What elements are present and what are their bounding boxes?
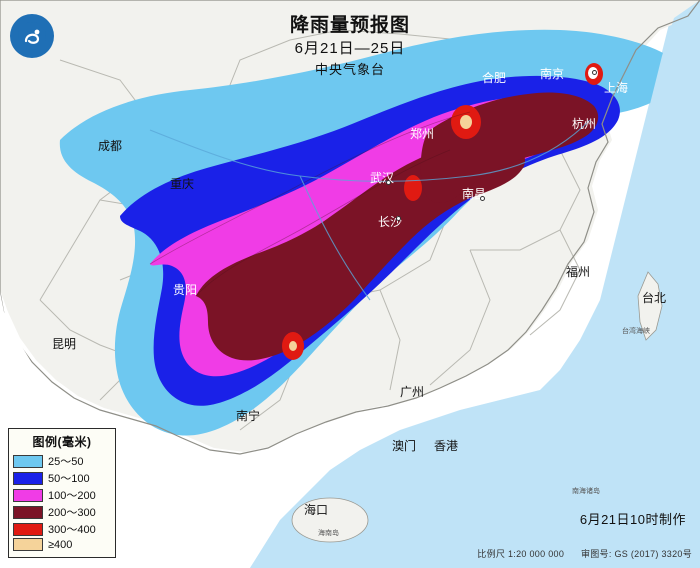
legend-swatch-25-50	[13, 454, 43, 468]
place-label-south-china-sea-islands: 南海诸岛	[572, 488, 600, 495]
legend-item-50-100: 50～100	[13, 470, 111, 486]
production-time: 6月21日10时制作	[579, 512, 686, 527]
city-dot-changsha	[396, 216, 401, 221]
city-label-nanning: 南宁	[236, 409, 261, 423]
city-label-kunming: 昆明	[52, 337, 77, 351]
city-label-macau: 澳门	[392, 439, 417, 453]
legend-item-ge-400: ≥400	[13, 538, 111, 551]
city-label-hefei: 合肥	[482, 71, 507, 85]
legend-swatch-ge-400	[13, 538, 43, 551]
city-label-nanjing: 南京	[540, 67, 565, 81]
core-ge400-a	[460, 115, 472, 129]
core-300-400-b	[404, 175, 422, 201]
city-dot-nanchang	[480, 196, 485, 201]
legend-label-300-400: 300～400	[48, 524, 96, 536]
city-label-taipei: 台北	[642, 291, 667, 305]
legend-label-200-300: 200～300	[48, 507, 96, 519]
legend-swatch-50-100	[13, 471, 43, 485]
city-label-zhengzhou: 郑州	[410, 127, 435, 141]
legend-swatch-100-200	[13, 488, 43, 502]
city-label-haikou: 海口	[304, 503, 329, 517]
core-ge400-b	[289, 341, 297, 351]
city-label-hangzhou: 杭州	[572, 117, 597, 131]
legend-title: 图例(毫米)	[32, 435, 92, 449]
city-label-chongqing: 重庆	[170, 177, 195, 191]
cma-logo-icon	[10, 14, 54, 58]
legend-item-200-300: 200～300	[13, 504, 111, 520]
city-label-chengdu: 成都	[98, 139, 123, 153]
legend-item-300-400: 300～400	[13, 521, 111, 537]
city-label-hongkong: 香港	[434, 439, 459, 453]
footer-meta: 比例尺 1:20 000 000 审图号: GS (2017) 3320号	[463, 547, 692, 560]
legend: 图例(毫米) 25～50 50～100 100～200 200～300 300～…	[8, 428, 116, 558]
place-label-taiwan-strait: 台湾海峡	[622, 328, 650, 335]
legend-label-100-200: 100～200	[48, 490, 96, 502]
city-dot-wuhan	[386, 180, 391, 185]
legend-swatch-200-300	[13, 505, 43, 519]
legend-label-50-100: 50～100	[48, 473, 90, 485]
legend-swatch-300-400	[13, 522, 43, 536]
legend-item-25-50: 25～50	[13, 453, 111, 469]
map-scale: 比例尺 1:20 000 000	[477, 549, 565, 559]
city-label-fuzhou: 福州	[566, 265, 591, 279]
legend-label-25-50: 25～50	[48, 456, 84, 468]
city-label-shanghai: 上海	[604, 81, 629, 95]
legend-item-100-200: 100～200	[13, 487, 111, 503]
city-label-guangzhou: 广州	[400, 385, 425, 399]
city-label-guiyang: 贵阳	[173, 283, 198, 297]
map-approval-number: 审图号: GS (2017) 3320号	[580, 549, 692, 559]
place-label-hainan-island: 海南岛	[318, 530, 339, 537]
legend-label-ge-400: ≥400	[48, 538, 73, 551]
city-dot-shanghai	[592, 70, 597, 75]
